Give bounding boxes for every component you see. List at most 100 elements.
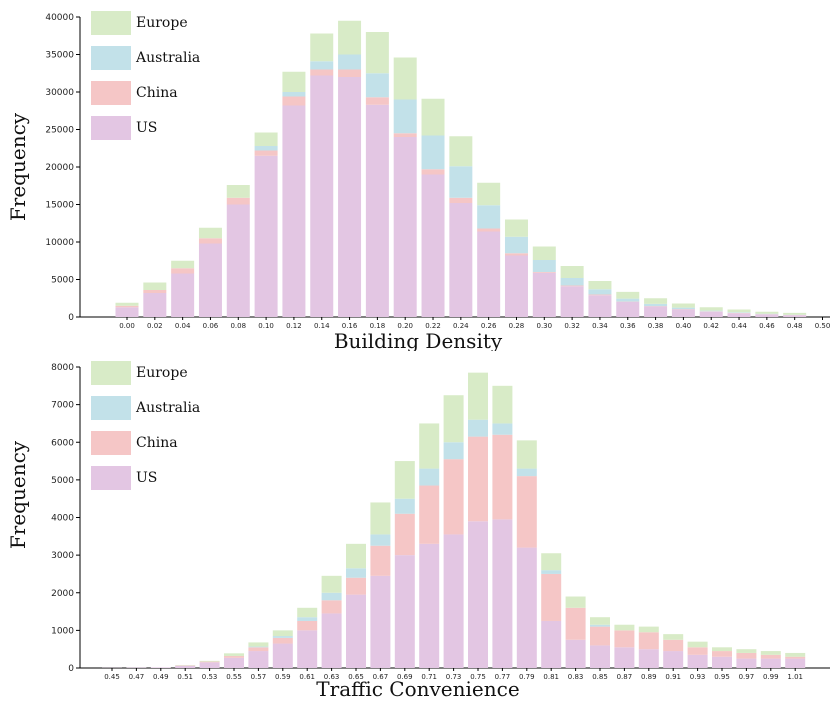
chart1-xtick-label: 0.45 — [104, 673, 120, 681]
chart0-xtick-label: 0.00 — [119, 322, 135, 330]
chart1-bar-europe — [687, 641, 708, 648]
chart1-bar-us — [321, 613, 342, 668]
chart0-bar-us — [143, 293, 167, 317]
chart1-bar-china — [614, 630, 635, 648]
chart0-bar-europe — [783, 312, 807, 315]
chart0-ytick-label: 40000 — [45, 13, 74, 23]
chart0-bar-europe — [338, 20, 362, 55]
chart1-bar-china — [419, 485, 440, 544]
chart1-bar-china — [663, 639, 684, 652]
chart1-bar-us — [419, 543, 440, 668]
chart1-bar-china — [321, 600, 342, 614]
chart0-bar-us — [644, 306, 668, 317]
chart0-ytick-label: 0 — [68, 313, 74, 323]
chart0-bar-australia — [338, 54, 362, 70]
chart0-xtick-label: 0.28 — [509, 322, 525, 330]
chart1-bar-us — [175, 665, 196, 668]
chart0-bar-australia — [727, 312, 751, 313]
chart0-bar-australia — [282, 92, 306, 97]
chart1-legend-swatch-australia — [91, 396, 131, 420]
chart1-bar-australia — [541, 570, 562, 574]
chart0-ytick-label: 20000 — [45, 163, 74, 173]
chart1-xtick-label: 0.73 — [446, 673, 462, 681]
chart0-bar-china — [198, 238, 222, 244]
chart0-bar-us — [588, 295, 612, 317]
chart0-bar-china — [449, 197, 473, 203]
chart1-bar-us — [443, 534, 464, 668]
chart0-xtick-label: 0.02 — [147, 322, 163, 330]
chart1-xtick-label: 0.75 — [470, 673, 486, 681]
chart0-xtick-label: 0.38 — [648, 322, 664, 330]
chart0-bar-europe — [616, 291, 640, 299]
chart0-bar-us — [449, 203, 473, 317]
chart0-bar-china — [588, 294, 612, 296]
chart0-bar-europe — [143, 282, 167, 290]
chart1-xtick-label: 0.71 — [421, 673, 437, 681]
chart0-bar-australia — [449, 166, 473, 198]
chart0-bar-europe — [254, 132, 278, 146]
chart0-bar-china — [421, 169, 445, 175]
chart0-legend-label-china: China — [136, 85, 178, 101]
chart0-bar-europe — [560, 266, 584, 278]
chart1-bar-australia — [370, 534, 391, 546]
chart0-bar-australia — [254, 146, 278, 151]
chart0-xtick-label: 0.08 — [230, 322, 246, 330]
chart1-legend-label-us: US — [136, 470, 157, 486]
chart1-bar-china — [224, 655, 244, 658]
traffic-convenience-chart: 0 1000 2000 3000 4000 5000 6000 7000 8000 0.45 0.4… — [0, 351, 838, 702]
chart1-xtick-label: 0.65 — [348, 673, 364, 681]
chart0-bar-australia — [393, 99, 417, 134]
chart1-bar-europe — [638, 626, 659, 633]
chart0-ytick-label: 15000 — [45, 201, 74, 211]
chart0-bar-china — [393, 133, 417, 137]
chart0-bar-china — [532, 272, 556, 273]
chart1-bar-australia — [321, 592, 342, 601]
chart1-bar-europe — [370, 502, 391, 535]
chart1-bar-australia — [468, 419, 488, 437]
chart1-bar-us — [492, 519, 513, 668]
chart0-bar-china — [226, 197, 250, 205]
chart0-bar-china — [504, 253, 528, 256]
chart0-bar-us — [198, 243, 222, 317]
chart1-bar-us — [516, 547, 537, 668]
chart0-bar-china — [115, 305, 139, 308]
chart0-bar-europe — [588, 281, 612, 290]
chart1-xtick-label: 0.97 — [739, 673, 755, 681]
chart1-bar-australia — [272, 636, 293, 638]
chart0-bar-europe — [226, 185, 250, 198]
chart0-bar-australia — [671, 307, 695, 310]
chart0-y-axis-label: Frequency — [6, 112, 30, 221]
chart1-ytick-label: 4000 — [51, 514, 74, 524]
chart1-bar-us — [663, 651, 684, 668]
chart0-ytick-label: 35000 — [45, 51, 74, 61]
chart1-bar-europe — [760, 651, 781, 655]
chart1-bar-australia — [297, 617, 318, 621]
chart1-legend-swatch-europe — [91, 361, 131, 385]
chart1-ytick-label: 5000 — [51, 476, 74, 486]
chart0-xtick-label: 0.32 — [564, 322, 580, 330]
building-density-chart-svg: 0 5000 10000 15000 20000 25000 30000 35000 40000… — [6, 11, 830, 351]
chart0-bar-europe — [282, 71, 306, 92]
chart1-bar-europe — [541, 553, 562, 571]
chart1-bar-china — [541, 573, 562, 621]
chart1-xtick-label: 0.57 — [251, 673, 267, 681]
chart0-xtick-label: 0.06 — [203, 322, 219, 330]
chart0-bar-china — [143, 290, 167, 293]
chart0-bar-us — [727, 313, 751, 317]
chart0-xtick-label: 0.04 — [175, 322, 191, 330]
chart0-bar-us — [338, 77, 362, 317]
chart1-bar-us — [346, 594, 366, 668]
chart0-bar-europe — [671, 303, 695, 308]
chart1-bar-europe — [199, 660, 220, 662]
chart1-legend-label-australia: Australia — [135, 400, 200, 416]
chart1-bar-australia — [419, 468, 440, 486]
chart0-xtick-label: 0.12 — [286, 322, 302, 330]
chart0-bar-europe — [171, 260, 195, 269]
chart1-xtick-label: 0.81 — [543, 673, 559, 681]
chart0-bar-europe — [755, 311, 779, 314]
chart1-ytick-label: 7000 — [51, 401, 74, 411]
chart1-bar-us — [150, 667, 171, 668]
chart1-bar-china — [712, 651, 732, 657]
chart1-bar-china — [272, 637, 293, 644]
chart1-bar-europe — [224, 653, 244, 656]
